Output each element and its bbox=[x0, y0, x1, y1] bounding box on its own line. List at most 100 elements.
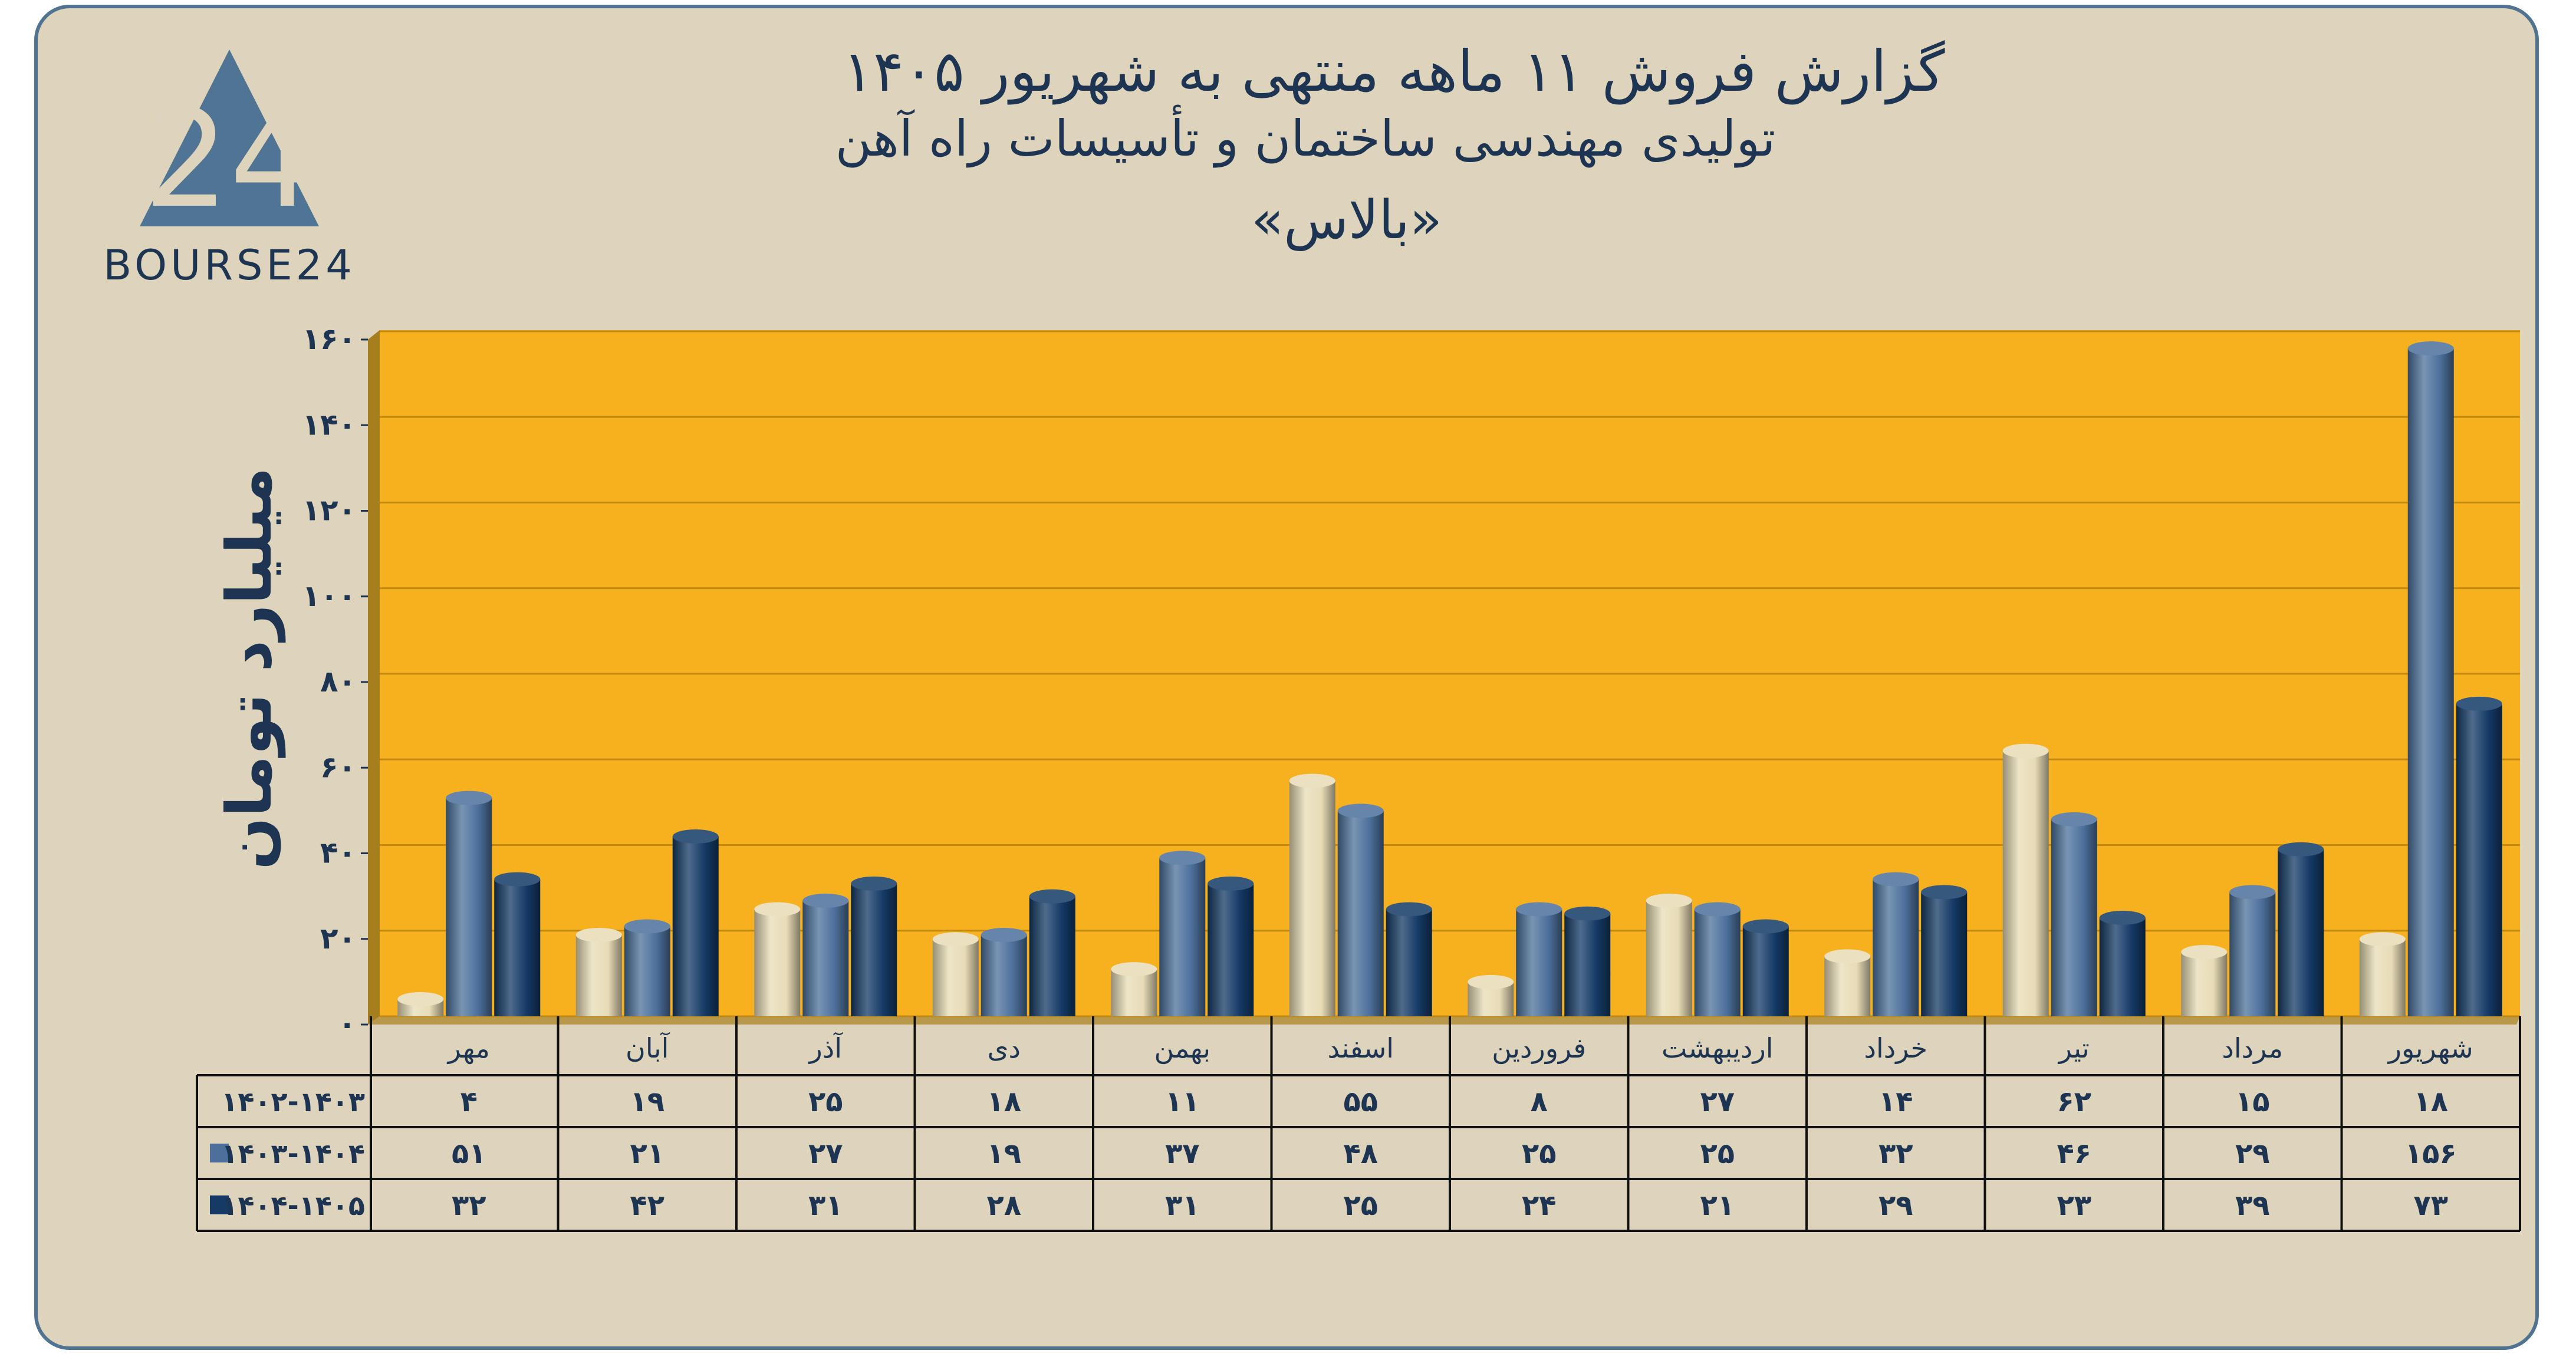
bar-body bbox=[981, 935, 1027, 1016]
bar-cap bbox=[2099, 910, 2146, 925]
x-tick-label: تیر bbox=[2058, 1032, 2090, 1065]
data-label: ۲۹ bbox=[2235, 1137, 2270, 1170]
y-tick-label: ۱۲۰ bbox=[302, 493, 356, 528]
bar-cap bbox=[1208, 876, 1254, 891]
bar bbox=[1873, 872, 1919, 1016]
data-label: ۶۲ bbox=[2057, 1085, 2091, 1118]
bar-cap bbox=[1873, 872, 1919, 887]
bar-body bbox=[2099, 917, 2146, 1016]
bar-cap bbox=[2359, 932, 2406, 947]
x-tick-label: فروردین bbox=[1492, 1032, 1586, 1065]
bar bbox=[1159, 851, 1206, 1016]
bar bbox=[1289, 773, 1335, 1016]
data-label: ۲۵ bbox=[1343, 1189, 1378, 1222]
bar-body bbox=[2407, 348, 2454, 1016]
bar bbox=[1208, 876, 1254, 1016]
bar bbox=[1646, 893, 1692, 1016]
bar bbox=[981, 928, 1027, 1016]
bar bbox=[575, 928, 622, 1016]
bar bbox=[754, 902, 801, 1016]
bar-cap bbox=[1029, 889, 1075, 904]
data-label: ۷۳ bbox=[2413, 1189, 2448, 1222]
bar-body bbox=[1824, 956, 1871, 1016]
bar-cap bbox=[932, 932, 979, 947]
bar-body bbox=[754, 909, 801, 1016]
bar-cap bbox=[1742, 919, 1789, 934]
data-label: ۳۲ bbox=[1878, 1137, 1913, 1170]
bar bbox=[2456, 696, 2502, 1016]
bar-body bbox=[1921, 892, 1968, 1016]
bar-body bbox=[1111, 969, 1157, 1016]
bar bbox=[2407, 341, 2454, 1016]
bar-cap bbox=[446, 791, 492, 805]
bar bbox=[494, 872, 541, 1016]
bar-cap bbox=[1516, 902, 1562, 917]
y-tick-label: ۴۰ bbox=[320, 836, 356, 870]
y-tick-label: ۱۶۰ bbox=[302, 322, 356, 356]
data-label: ۲۴ bbox=[1522, 1189, 1557, 1222]
x-tick-label: دی bbox=[988, 1032, 1021, 1064]
bar-cap bbox=[1337, 803, 1384, 818]
bar-body bbox=[2456, 703, 2502, 1016]
bar-cap bbox=[1386, 902, 1432, 917]
bar-cap bbox=[1468, 974, 1514, 989]
bar bbox=[1824, 949, 1871, 1016]
bar-cap bbox=[494, 872, 541, 887]
data-label: ۱۴ bbox=[1878, 1085, 1913, 1118]
data-label: ۵۵ bbox=[1343, 1085, 1378, 1118]
bar-body bbox=[1564, 913, 1611, 1016]
bar-cap bbox=[575, 928, 622, 943]
data-label: ۲۷ bbox=[808, 1137, 843, 1170]
bar-cap bbox=[1564, 906, 1611, 921]
plot-side-wall bbox=[368, 330, 380, 1025]
data-label: ۳۹ bbox=[2235, 1189, 2270, 1222]
bar-cap bbox=[802, 893, 849, 908]
bar-body bbox=[2229, 892, 2276, 1016]
y-tick-label: ۲۰ bbox=[320, 921, 356, 956]
data-label: ۴۲ bbox=[630, 1189, 664, 1222]
logo: 24 BOURSE24 bbox=[103, 50, 356, 289]
y-tick-label: ۶۰ bbox=[320, 750, 356, 784]
bar bbox=[1564, 906, 1611, 1016]
x-tick-label: اسفند bbox=[1327, 1032, 1394, 1064]
bar bbox=[2359, 932, 2406, 1016]
y-tick-label: ۰ bbox=[338, 1007, 356, 1041]
bar bbox=[1516, 902, 1562, 1016]
bar-body bbox=[1159, 858, 1206, 1016]
plot-floor bbox=[368, 1016, 2520, 1025]
bar-body bbox=[1516, 909, 1562, 1016]
bar-body bbox=[1337, 811, 1384, 1016]
bar bbox=[1468, 974, 1514, 1016]
y-tick-label: ۱۰۰ bbox=[302, 579, 356, 613]
bar-cap bbox=[2002, 743, 2049, 758]
bar bbox=[2278, 842, 2324, 1016]
bar-cap bbox=[1159, 851, 1206, 865]
data-label: ۳۷ bbox=[1165, 1137, 1200, 1170]
data-label: ۲۵ bbox=[1522, 1137, 1557, 1170]
legend-label: ۱۴۰۲-۱۴۰۳ bbox=[221, 1086, 365, 1118]
chart: 24 BOURSE24 گزارش فروش ۱۱ ماهه منتهی به … bbox=[103, 38, 2521, 1232]
bar-body bbox=[1386, 909, 1432, 1016]
data-label: ۱۵ bbox=[2235, 1085, 2270, 1118]
bar-body bbox=[802, 900, 849, 1016]
chart-title: گزارش فروش ۱۱ ماهه منتهی به شهریور ۱۴۰۵ bbox=[843, 38, 1945, 105]
bar-cap bbox=[1694, 902, 1741, 917]
x-tick-label: خرداد bbox=[1864, 1032, 1927, 1065]
data-label: ۴۸ bbox=[1343, 1137, 1378, 1170]
y-tick-label: ۸۰ bbox=[320, 664, 356, 699]
data-label: ۲۹ bbox=[1878, 1189, 1913, 1222]
bar bbox=[397, 992, 444, 1016]
bar-body bbox=[2278, 849, 2324, 1016]
y-axis-label: میلیارد تومان bbox=[213, 467, 286, 869]
bar-body bbox=[1694, 909, 1741, 1016]
bar-cap bbox=[1111, 962, 1157, 977]
bar-body bbox=[446, 798, 492, 1016]
bar-body bbox=[2051, 819, 2097, 1016]
legend-label: ۱۴۰۳-۱۴۰۴ bbox=[221, 1138, 365, 1170]
bar-cap bbox=[624, 919, 670, 934]
bar-body bbox=[575, 935, 622, 1016]
data-label: ۱۸ bbox=[986, 1085, 1021, 1118]
logo-text: BOURSE24 bbox=[103, 241, 356, 289]
bar bbox=[1029, 889, 1075, 1016]
data-label: ۲۵ bbox=[1700, 1137, 1735, 1170]
